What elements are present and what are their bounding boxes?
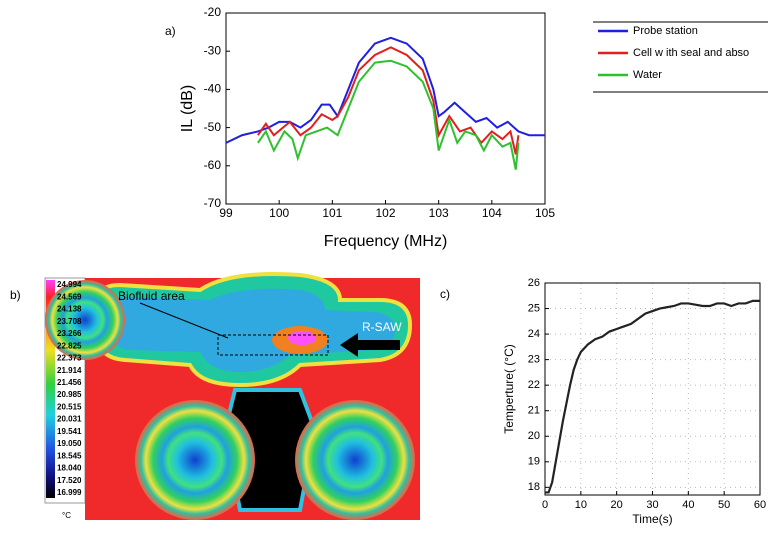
y-tick-label: -50 [204, 120, 222, 134]
y-tick-label: 24 [528, 328, 540, 340]
scale-unit: °C [62, 511, 71, 520]
legend-label: Cell w ith seal and abso [633, 47, 749, 59]
scale-label: 16.999 [57, 488, 82, 497]
x-tick-label: 101 [322, 206, 342, 220]
y-tick-label: 22 [528, 379, 540, 391]
scale-label: 24.138 [57, 305, 82, 314]
panel-label: a) [165, 24, 176, 38]
scale-label: 19.541 [57, 427, 82, 436]
y-tick-label: 18 [528, 481, 540, 493]
chamber-inner [112, 288, 395, 372]
annotation: R-SAW [362, 320, 402, 334]
x-tick-label: 20 [611, 499, 623, 511]
y-tick-label: -60 [204, 158, 222, 172]
y-tick-label: 23 [528, 354, 540, 366]
x-tick-label: 10 [575, 499, 587, 511]
y-tick-label: 20 [528, 430, 540, 442]
x-tick-label: 30 [646, 499, 658, 511]
y-tick-label: -70 [204, 196, 222, 210]
x-tick-label: 103 [429, 206, 449, 220]
y-tick-label: 21 [528, 405, 540, 417]
scale-label: 23.708 [57, 317, 82, 326]
y-tick-label: 26 [528, 277, 540, 289]
saw-arrow [340, 333, 400, 357]
scale-label: 24.569 [57, 292, 82, 301]
legend-label: Water [633, 69, 662, 81]
scale-label: 17.520 [57, 476, 82, 485]
scale-label: 22.373 [57, 354, 82, 363]
scale-label: 21.456 [57, 378, 82, 387]
x-tick-label: 40 [682, 499, 694, 511]
scale-label: 18.545 [57, 451, 82, 460]
y-axis-label: IL (dB) [179, 85, 196, 132]
x-axis-label: Frequency (MHz) [324, 233, 448, 250]
y-tick-label: -20 [204, 5, 222, 19]
y-tick-label: 19 [528, 456, 540, 468]
scale-label: 21.914 [57, 366, 82, 375]
scale-label: 24.994 [57, 280, 82, 289]
thermal-image: Biofluid area R-SAW °C b) 24.99424.56924… [10, 272, 420, 520]
plot-frame [544, 282, 761, 496]
color-scale [46, 280, 55, 498]
scale-label: 22.825 [57, 341, 82, 350]
legend-label: Probe station [633, 25, 698, 37]
scale-label: 18.040 [57, 464, 82, 473]
x-tick-label: 105 [535, 206, 555, 220]
x-axis-label: Time(s) [632, 512, 672, 526]
ring-top [45, 280, 125, 360]
data-line [545, 299, 760, 494]
x-tick-label: 60 [754, 499, 766, 511]
scale-label: 19.050 [57, 439, 82, 448]
x-tick-label: 0 [542, 499, 548, 511]
scale-label: 23.266 [57, 329, 82, 338]
ring-right [295, 400, 415, 520]
x-tick-label: 104 [482, 206, 502, 220]
annotation: Biofluid area [118, 289, 185, 303]
plot-frame [225, 12, 546, 205]
panel-label: b) [10, 288, 21, 302]
panel-label: c) [440, 287, 450, 301]
x-tick-label: 102 [375, 206, 395, 220]
y-tick-label: -40 [204, 82, 222, 96]
hot-core [288, 331, 316, 345]
annotation-arrow [139, 302, 229, 339]
y-axis-label: Temperture( (°C) [502, 344, 516, 433]
scale-labels: 24.994 24.569 24.138 23.708 23.266 22.825 22.3… [57, 280, 82, 497]
data-line [225, 36, 545, 144]
scale-label: 20.031 [57, 415, 82, 424]
x-tick-label: 50 [718, 499, 730, 511]
data-line [257, 59, 520, 170]
scale-label: 20.515 [57, 402, 82, 411]
ring-left [135, 400, 255, 520]
scale-label: 20.985 [57, 390, 82, 399]
data-line [257, 46, 520, 155]
x-tick-label: 99 [219, 206, 233, 220]
y-tick-label: 25 [528, 302, 540, 314]
x-tick-label: 100 [269, 206, 289, 220]
biofluid-box [217, 334, 329, 356]
y-tick-label: -30 [204, 43, 222, 57]
